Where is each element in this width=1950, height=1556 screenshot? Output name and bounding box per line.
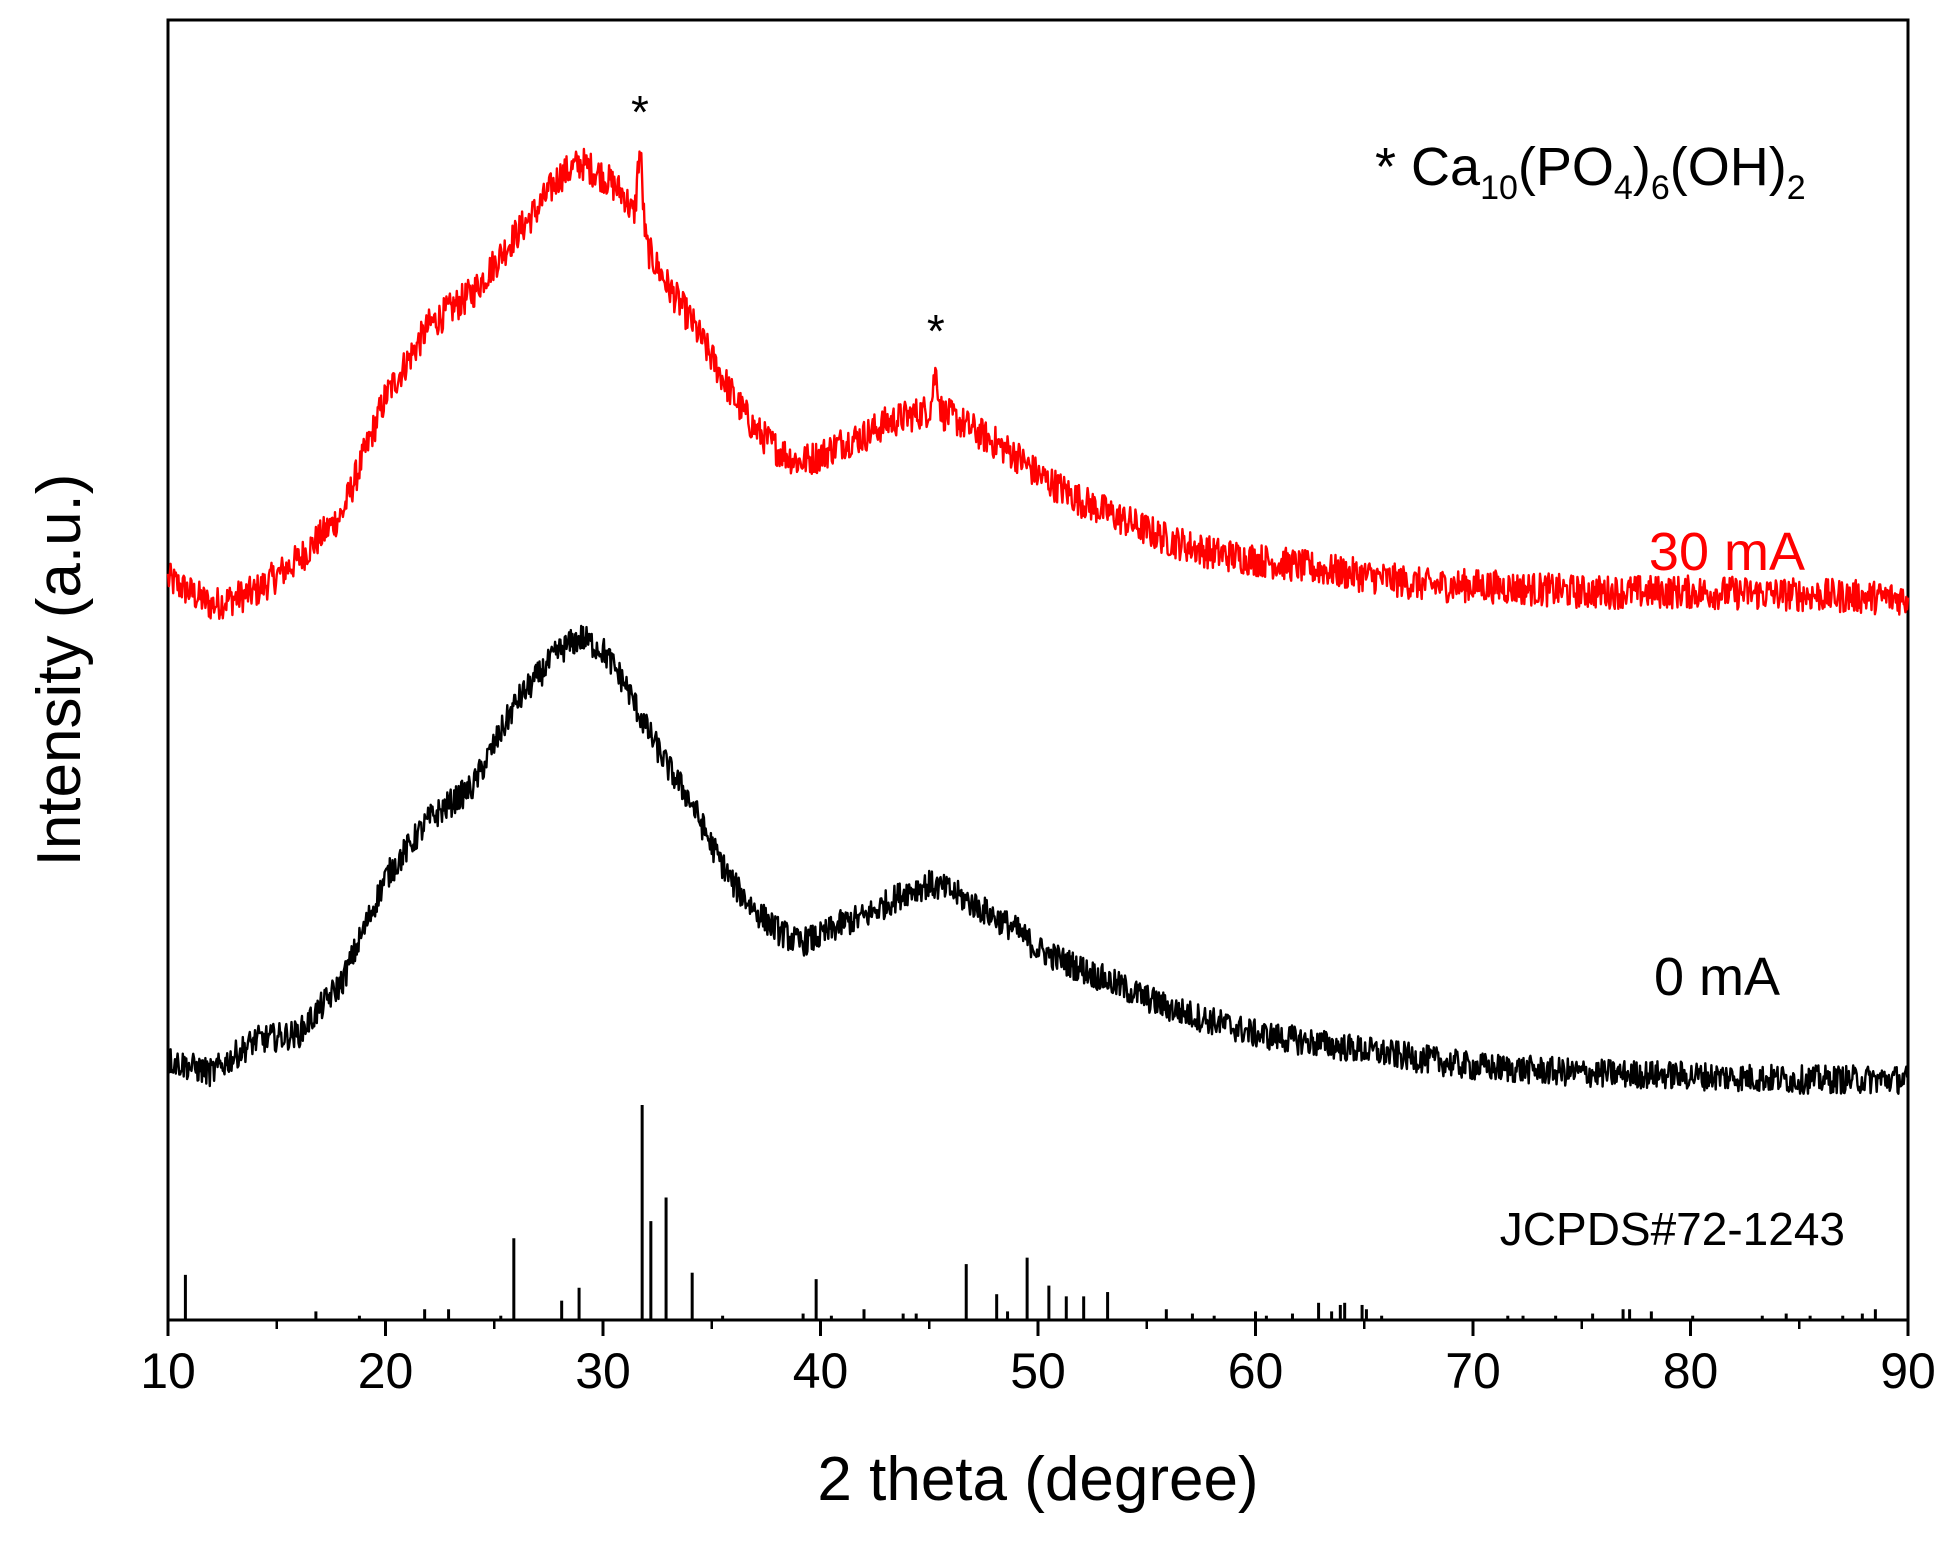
x-tick-label: 80 [1663,1343,1719,1399]
x-tick-label: 60 [1228,1343,1284,1399]
peak-marker: * [927,305,945,357]
reference-label: JCPDS#72-1243 [1500,1203,1845,1255]
peak-markers: ** [631,86,945,357]
x-tick-label: 20 [358,1343,414,1399]
x-tick-label: 90 [1880,1343,1936,1399]
legend-marker: * [1375,137,1411,197]
y-axis-title: Intensity (a.u.) [25,474,94,867]
x-axis-title: 2 theta (degree) [817,1445,1258,1514]
plot-frame [166,18,1910,1322]
reference-sticks [183,1105,1877,1320]
x-tick-label: 70 [1445,1343,1501,1399]
series-label-30ma: 30 mA [1649,522,1805,582]
x-tick-label: 40 [793,1343,849,1399]
legend-subscript: 6 [1651,169,1670,207]
legend-subscript: 4 [1614,169,1633,207]
legend-formula-part: (OH) [1670,137,1787,197]
series-group [166,147,1910,1095]
series-label-0ma: 0 mA [1654,947,1780,1007]
x-axis-ticks: 10 20 30 40 50 60 70 80 90 [140,1320,1936,1399]
x-tick-label: 10 [140,1343,196,1399]
legend: * Ca10(PO4)6(OH)2 [1375,137,1806,207]
legend-subscript: 2 [1787,169,1806,207]
plot-area-border [166,18,1910,1322]
legend-subscript: 10 [1480,169,1518,207]
legend-formula-part: ) [1633,137,1651,197]
legend-formula-part: (PO [1518,137,1614,197]
series-line-0ma [167,624,1910,1095]
peak-marker: * [631,86,649,138]
series-line-30ma [166,147,1910,620]
x-tick-label: 50 [1010,1343,1066,1399]
x-tick-label: 30 [575,1343,631,1399]
legend-formula-part: Ca [1411,137,1481,197]
legend-formula: * Ca10(PO4)6(OH)2 [1375,137,1806,207]
